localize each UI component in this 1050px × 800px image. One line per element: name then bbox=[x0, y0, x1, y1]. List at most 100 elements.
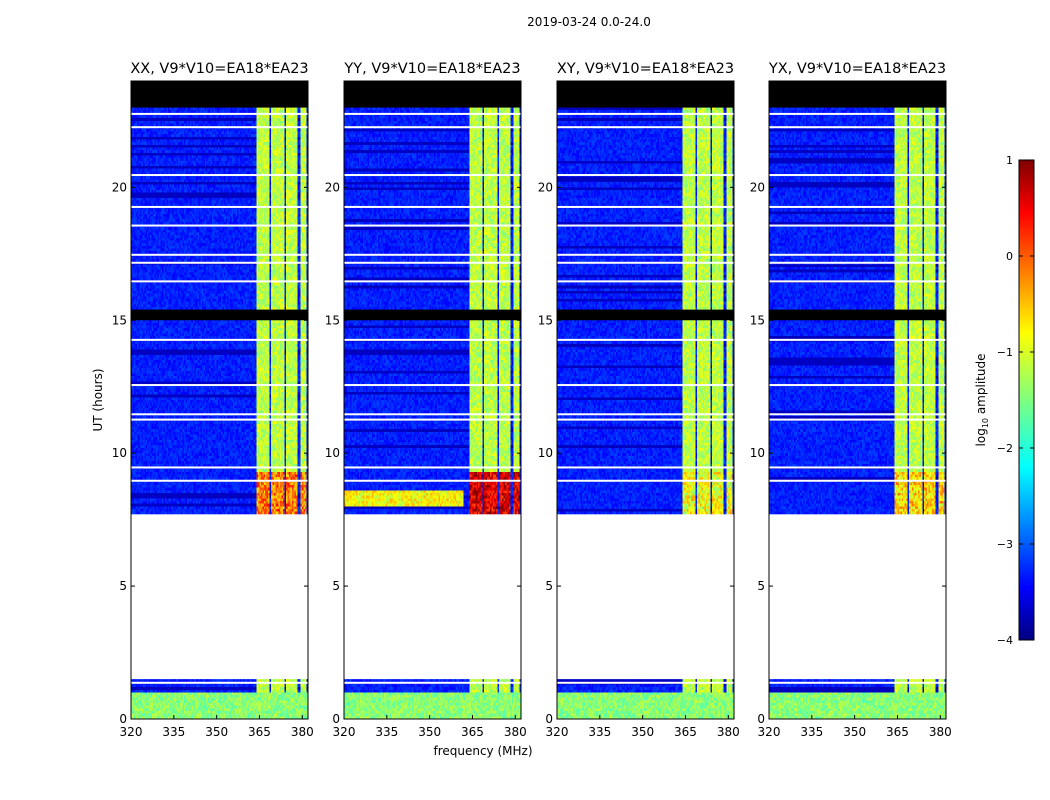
colorbar-tick-label: −4 bbox=[997, 634, 1013, 647]
panels: XX, V9*V10=EA18*EA23 320 335 350 365 380 0 5 10 1… bbox=[112, 61, 952, 739]
panel-title: XY, V9*V10=EA18*EA23 bbox=[557, 61, 734, 77]
flag-line bbox=[131, 384, 308, 387]
flag-line bbox=[769, 174, 946, 177]
y-tick-label: 15 bbox=[538, 313, 553, 327]
flag-line bbox=[131, 280, 308, 283]
colorbar: −4 −3 −2 −1 0 1 log10 amplitude bbox=[974, 154, 1035, 647]
flag-line bbox=[344, 479, 521, 482]
flag-line bbox=[769, 418, 946, 421]
y-tick-label: 0 bbox=[119, 712, 127, 726]
flag-line bbox=[557, 280, 734, 283]
panel-title: YX, V9*V10=EA18*EA23 bbox=[768, 61, 946, 77]
y-tick-label: 20 bbox=[538, 180, 553, 194]
flag-line bbox=[557, 224, 734, 227]
masked-band-1 bbox=[344, 81, 521, 108]
masked-band-3 bbox=[131, 514, 308, 680]
x-tick-label: 335 bbox=[375, 725, 398, 739]
masked-band-3 bbox=[769, 514, 946, 680]
x-tick-label: 350 bbox=[205, 725, 228, 739]
flag-line bbox=[557, 338, 734, 341]
flag-line bbox=[557, 466, 734, 469]
colorbar-tick-label: −2 bbox=[997, 442, 1013, 455]
flag-line bbox=[131, 681, 308, 684]
flag-line bbox=[131, 112, 308, 115]
colorbar-tick-label: −1 bbox=[997, 346, 1013, 359]
flag-line bbox=[769, 224, 946, 227]
panel-2: YY, V9*V10=EA18*EA23 320 335 350 365 380 0 5 10 1… bbox=[325, 61, 527, 739]
flag-line bbox=[344, 418, 521, 421]
masked-band-1 bbox=[557, 81, 734, 108]
y-tick-label: 5 bbox=[119, 579, 127, 593]
flag-line bbox=[769, 338, 946, 341]
flag-line bbox=[344, 126, 521, 129]
y-tick-label: 10 bbox=[112, 446, 127, 460]
x-tick-label: 350 bbox=[418, 725, 441, 739]
flag-line bbox=[557, 112, 734, 115]
flag-line bbox=[344, 338, 521, 341]
y-tick-label: 20 bbox=[325, 180, 340, 194]
flag-line bbox=[557, 126, 734, 129]
figure-suptitle: 2019-03-24 0.0-24.0 bbox=[527, 15, 651, 29]
x-tick-label: 320 bbox=[120, 725, 143, 739]
flag-line bbox=[769, 126, 946, 129]
flag-line bbox=[344, 280, 521, 283]
panel-1: XX, V9*V10=EA18*EA23 320 335 350 365 380 0 5 10 1… bbox=[112, 61, 314, 739]
plot-frame bbox=[343, 80, 522, 720]
flag-line bbox=[344, 261, 521, 264]
masked-band-3 bbox=[557, 514, 734, 680]
masked-band-1 bbox=[131, 81, 308, 108]
colorbar-tick-label: −3 bbox=[997, 538, 1013, 551]
y-tick-label: 10 bbox=[325, 446, 340, 460]
y-tick-label: 0 bbox=[332, 712, 340, 726]
flag-line bbox=[131, 224, 308, 227]
colorbar-ticks: −4 −3 −2 −1 0 1 bbox=[997, 154, 1034, 647]
flag-line bbox=[131, 418, 308, 421]
plot-frame bbox=[556, 80, 735, 720]
y-tick-label: 5 bbox=[545, 579, 553, 593]
colorbar-tick-label: 1 bbox=[1006, 154, 1013, 167]
colorbar-label: log10 amplitude bbox=[974, 354, 990, 447]
plot-frame bbox=[130, 80, 309, 720]
flag-line bbox=[344, 253, 521, 256]
flag-line bbox=[131, 261, 308, 264]
flag-line bbox=[557, 418, 734, 421]
panel-3: XY, V9*V10=EA18*EA23 320 335 350 365 380 0 5 10 1… bbox=[538, 61, 740, 739]
y-tick-label: 15 bbox=[750, 313, 765, 327]
flag-line bbox=[344, 413, 521, 416]
flag-line bbox=[344, 224, 521, 227]
y-tick-label: 20 bbox=[112, 180, 127, 194]
y-tick-label: 15 bbox=[325, 313, 340, 327]
masked-band-2 bbox=[131, 309, 308, 321]
y-tick-label: 10 bbox=[538, 446, 553, 460]
flag-line bbox=[131, 205, 308, 208]
flag-line bbox=[131, 174, 308, 177]
flag-line bbox=[131, 253, 308, 256]
x-tick-label: 380 bbox=[291, 725, 314, 739]
masked-band-2 bbox=[557, 309, 734, 321]
colorbar-gradient bbox=[1018, 159, 1035, 641]
flag-line bbox=[769, 466, 946, 469]
y-tick-label: 5 bbox=[757, 579, 765, 593]
x-tick-label: 320 bbox=[333, 725, 356, 739]
flag-line bbox=[557, 413, 734, 416]
flag-line bbox=[557, 205, 734, 208]
x-tick-label: 350 bbox=[631, 725, 654, 739]
x-tick-label: 380 bbox=[504, 725, 527, 739]
flag-line bbox=[344, 112, 521, 115]
x-tick-label: 320 bbox=[758, 725, 781, 739]
y-tick-label: 0 bbox=[545, 712, 553, 726]
flag-line bbox=[557, 174, 734, 177]
flag-line bbox=[769, 479, 946, 482]
flag-line bbox=[769, 261, 946, 264]
flag-line bbox=[769, 384, 946, 387]
masked-band-2 bbox=[344, 309, 521, 321]
flag-line bbox=[344, 205, 521, 208]
x-tick-label: 365 bbox=[461, 725, 484, 739]
panel-title: YY, V9*V10=EA18*EA23 bbox=[343, 61, 520, 77]
flag-line bbox=[557, 261, 734, 264]
x-tick-label: 380 bbox=[929, 725, 952, 739]
panel-title: XX, V9*V10=EA18*EA23 bbox=[130, 61, 308, 77]
panel-4: YX, V9*V10=EA18*EA23 320 335 350 365 380 0 5 10 1… bbox=[750, 61, 952, 739]
x-tick-label: 365 bbox=[674, 725, 697, 739]
